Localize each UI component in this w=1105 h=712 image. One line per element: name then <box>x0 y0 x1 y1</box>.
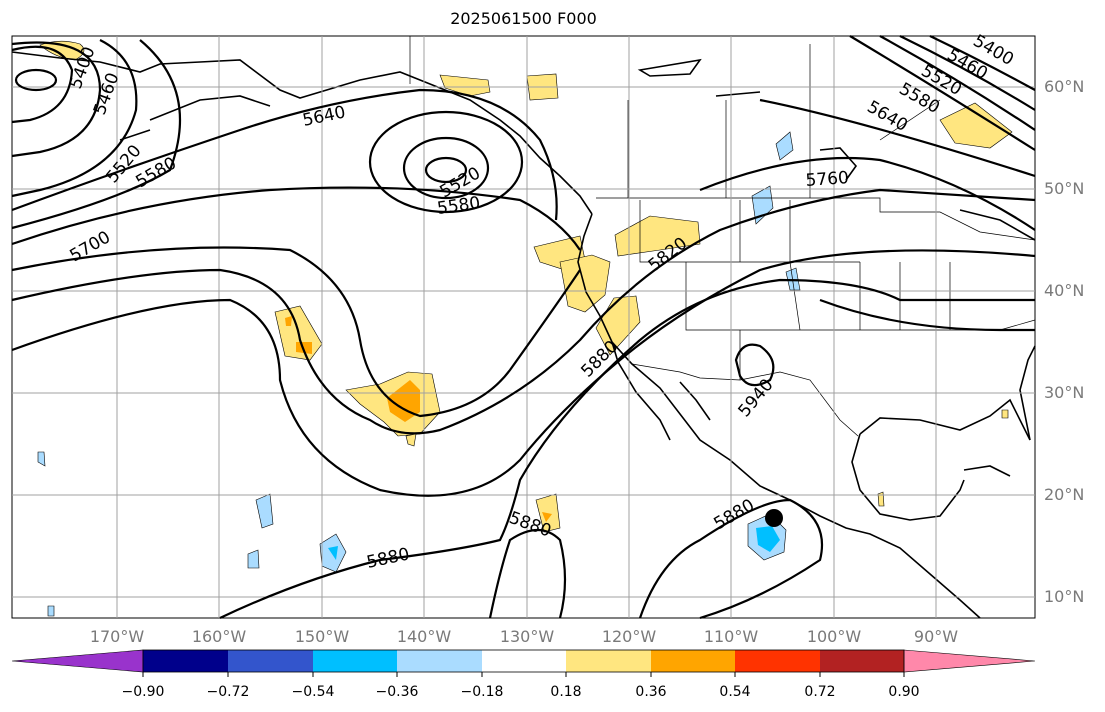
shade-neg-hawaii <box>255 493 274 529</box>
contour-5580-west <box>11 39 182 230</box>
contour-label: 5760 <box>805 168 850 191</box>
lat-label: 40°N <box>1044 281 1085 300</box>
shade-neg-nebraska <box>785 267 801 291</box>
coast-gulf <box>851 398 1031 521</box>
colorbar-segment <box>482 650 566 672</box>
contour-low-west-inner <box>14 68 58 92</box>
colorbar-tick-label: 0.90 <box>888 684 920 700</box>
coast-alaska <box>11 51 593 215</box>
lon-label: 160°W <box>191 627 247 646</box>
colorbar-segment <box>651 650 735 672</box>
lon-label: 110°W <box>703 627 759 646</box>
colorbar-tick-label: −0.36 <box>375 684 419 700</box>
lat-label: 60°N <box>1044 77 1085 96</box>
colorbar-segment <box>397 650 482 672</box>
lon-label: 170°W <box>89 627 145 646</box>
lon-label: 130°W <box>499 627 555 646</box>
contour-5880-east <box>638 498 824 620</box>
colorbar <box>11 649 1036 677</box>
contour-northeast-5460 <box>899 35 1036 111</box>
shade-hudson <box>939 102 1013 149</box>
contour-5760 <box>11 188 1036 435</box>
shade-gulf <box>877 491 885 507</box>
contour-5940 <box>734 343 775 387</box>
shade-neg-trop-w-core <box>328 546 338 560</box>
contour-5760-ne <box>699 156 1036 231</box>
lon-label: 150°W <box>294 627 350 646</box>
colorbar-tick-label: −0.54 <box>291 684 335 700</box>
coast-baja <box>611 341 711 441</box>
shade-neg-small1 <box>37 451 46 467</box>
colorbar-segment <box>820 650 904 672</box>
contour-5520-west <box>11 39 138 198</box>
map-title: 2025061500 F000 <box>450 9 597 28</box>
height-contours <box>11 35 1036 620</box>
contour-northeast-5400 <box>929 35 1036 91</box>
colorbar-segment <box>313 650 397 672</box>
contour-northeast-5520 <box>879 35 1036 131</box>
colorbar-tick-label: 0.36 <box>635 684 667 700</box>
shade-pac-west-core2 <box>285 316 292 326</box>
map-frame <box>11 35 1036 619</box>
coast-east <box>1019 345 1036 441</box>
colorbar-segment <box>143 650 228 672</box>
contour-5460-west <box>11 41 102 158</box>
lat-label: 20°N <box>1044 485 1085 504</box>
contour-5880-trop <box>488 528 567 619</box>
lon-label: 120°W <box>601 627 657 646</box>
colorbar-tick-label: −0.72 <box>206 684 250 700</box>
coast-aleutians <box>119 95 271 141</box>
shade-pac-mid-tail <box>405 433 417 447</box>
contour-low-alaska-inner <box>424 156 468 184</box>
colorbar-tick-label: 0.18 <box>550 684 582 700</box>
contour-5820 <box>11 249 1036 497</box>
colorbar-tick-label: −0.18 <box>460 684 504 700</box>
shade-nevada <box>614 215 701 257</box>
lat-label: 30°N <box>1044 383 1085 402</box>
lon-label: 140°W <box>396 627 452 646</box>
lat-label: 50°N <box>1044 179 1085 198</box>
shade-florida <box>1001 409 1009 419</box>
shade-neg-small2 <box>247 549 260 569</box>
colorbar-tick-label: 0.54 <box>719 684 751 700</box>
storm-center-marker <box>765 509 783 527</box>
colorbar-min-triangle <box>11 649 144 673</box>
contour-5940-closed <box>819 298 1035 332</box>
contour-low-west-5400 <box>11 45 74 124</box>
shade-california <box>559 254 611 313</box>
coast-cuba <box>963 465 1011 477</box>
shade-neg-small3 <box>47 605 55 617</box>
contour-5880 <box>219 278 1035 619</box>
contour-5700 <box>11 186 581 251</box>
shade-trop-e-core <box>542 512 552 522</box>
colorbar-max-triangle <box>903 649 1036 673</box>
shade-yukon <box>439 74 491 97</box>
colorbar-tick-label: 0.72 <box>804 684 836 700</box>
coast-westcoast <box>577 213 981 619</box>
colorbar-segment <box>566 650 651 672</box>
colorbar-tick-label: −0.90 <box>121 684 165 700</box>
contour-5640 <box>11 88 558 221</box>
contour-low-alaska-5520 <box>402 136 490 200</box>
shade-neg-storm-core <box>756 526 780 552</box>
lat-label: 10°N <box>1044 587 1085 606</box>
coast-arctic <box>637 58 761 97</box>
shade-neg-alberta <box>775 131 794 161</box>
shade-alaska-west <box>39 40 85 61</box>
lon-label: 100°W <box>806 627 862 646</box>
lon-label: 90°W <box>913 627 959 646</box>
colorbar-segment <box>735 650 820 672</box>
contour-low-alaska-5580 <box>368 110 524 214</box>
shade-trop-e <box>535 493 561 533</box>
shade-pac-mid-core <box>387 380 420 422</box>
border-canada-provinces <box>627 44 941 198</box>
contour-northeast-5580 <box>849 35 1036 151</box>
contour-northeast-5640 <box>759 98 1036 178</box>
contour-5700b <box>11 246 581 418</box>
colorbar-segment <box>228 650 313 672</box>
coastlines <box>11 51 1036 619</box>
border-us-mexico <box>631 363 859 437</box>
